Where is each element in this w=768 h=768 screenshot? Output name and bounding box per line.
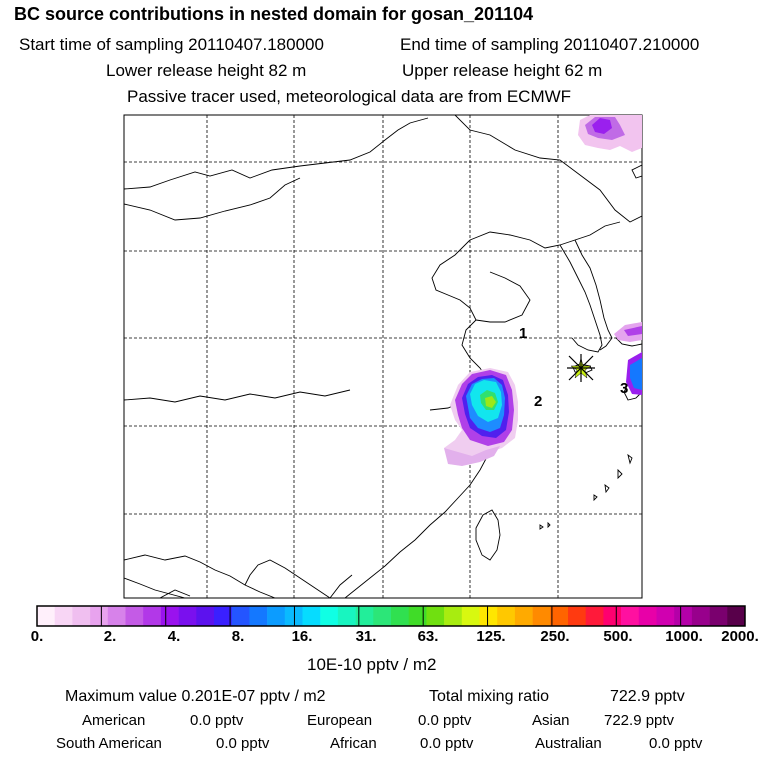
colorbar-swatch xyxy=(532,606,551,626)
south-american-label: South American xyxy=(56,735,162,752)
colorbar-swatch xyxy=(107,606,126,626)
colorbar-swatch xyxy=(72,606,91,626)
african-label: African xyxy=(330,735,377,752)
colorbar-tick-label: 16. xyxy=(291,628,313,645)
colorbar-swatch xyxy=(37,606,55,626)
american-label: American xyxy=(82,712,146,729)
european-label: European xyxy=(307,712,373,729)
colorbar-swatch xyxy=(568,606,586,626)
asian-value: 722.9 pptv xyxy=(604,712,675,729)
colorbar-swatch xyxy=(302,606,321,626)
total-mixing-value: 722.9 pptv xyxy=(610,688,685,705)
colorbar-swatch xyxy=(444,606,463,626)
colorbar-swatch xyxy=(125,606,144,626)
colorbar-swatch xyxy=(178,606,197,626)
colorbar-unit-label: 10E-10 pptv / m2 xyxy=(307,655,437,674)
region-label-3: 3 xyxy=(620,380,629,397)
colorbar-tick-label: 2. xyxy=(103,628,117,645)
colorbar-swatch xyxy=(249,606,268,626)
colorbar-tick-label: 8. xyxy=(231,628,245,645)
european-value: 0.0 pptv xyxy=(418,712,472,729)
tracer-label: Passive tracer used, meteorological data… xyxy=(127,87,572,106)
colorbar-swatch xyxy=(514,606,533,626)
colorbar-swatch xyxy=(656,606,675,626)
colorbar-frame xyxy=(36,605,746,627)
colorbar-tick-label: 500. xyxy=(603,628,633,645)
max-value-label: Maximum value 0.201E-07 pptv / m2 xyxy=(65,688,326,705)
south-american-value: 0.0 pptv xyxy=(216,735,270,752)
concentration-plumes xyxy=(444,115,642,466)
colorbar-swatch xyxy=(709,606,728,626)
colorbar-swatch xyxy=(373,606,392,626)
upper-height-label: Upper release height 62 m xyxy=(402,61,603,80)
colorbar-swatch xyxy=(674,606,693,626)
asian-label: Asian xyxy=(532,712,570,729)
region-label-2: 2 xyxy=(534,393,543,410)
colorbar-tick-label: 250. xyxy=(540,628,570,645)
colorbar-swatch xyxy=(267,606,286,626)
colorbar-swatch xyxy=(479,606,498,626)
colorbar-swatch xyxy=(143,606,162,626)
colorbar-swatch xyxy=(355,606,374,626)
colorbar-swatch xyxy=(603,606,622,626)
colorbar-tick-label: 2000. xyxy=(721,628,759,645)
receptor-marker xyxy=(567,354,595,382)
colorbar-swatch xyxy=(621,606,640,626)
colorbar-swatch xyxy=(691,606,710,626)
colorbar-tick-label: 125. xyxy=(476,628,506,645)
american-value: 0.0 pptv xyxy=(190,712,244,729)
total-mixing-label: Total mixing ratio xyxy=(429,688,550,705)
colorbar-swatch xyxy=(426,606,445,626)
colorbar-swatch xyxy=(391,606,409,626)
colorbar-swatch xyxy=(337,606,356,626)
colorbar-swatch xyxy=(284,606,303,626)
colorbar-swatch xyxy=(54,606,73,626)
colorbar-swatch xyxy=(214,606,232,626)
african-value: 0.0 pptv xyxy=(420,735,474,752)
colorbar-tick-label: 0. xyxy=(30,628,44,645)
colorbar-swatch xyxy=(231,606,250,626)
start-time-label: Start time of sampling 20110407.180000 xyxy=(19,35,324,54)
colorbar-tick-label: 1000. xyxy=(665,628,703,645)
australian-label: Australian xyxy=(535,735,602,752)
australian-value: 0.0 pptv xyxy=(649,735,703,752)
colorbar-swatch xyxy=(638,606,657,626)
colorbar-swatch xyxy=(90,606,109,626)
colorbar-swatch xyxy=(160,606,179,626)
colorbar-swatch xyxy=(320,606,339,626)
region-label-1: 1 xyxy=(519,325,528,342)
plot-title: BC source contributions in nested domain… xyxy=(14,4,534,24)
colorbar-swatch xyxy=(585,606,604,626)
colorbar-swatch xyxy=(497,606,516,626)
colorbar-tick-label: 31. xyxy=(355,628,377,645)
colorbar-swatch xyxy=(550,606,569,626)
colorbar-tick-label: 63. xyxy=(417,628,439,645)
lower-height-label: Lower release height 82 m xyxy=(106,61,307,80)
graticule xyxy=(124,115,642,598)
colorbar-swatch xyxy=(408,606,427,626)
colorbar-tick-label: 4. xyxy=(167,628,181,645)
colorbar-swatch xyxy=(461,606,480,626)
colorbar-swatch xyxy=(196,606,215,626)
end-time-label: End time of sampling 20110407.210000 xyxy=(400,35,700,54)
colorbar-swatch xyxy=(727,606,746,626)
